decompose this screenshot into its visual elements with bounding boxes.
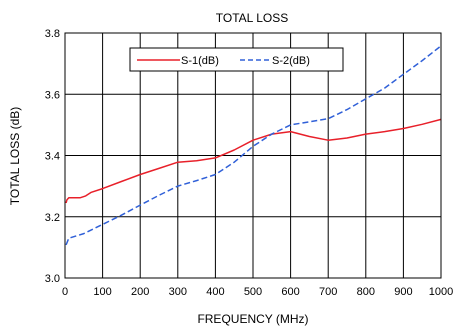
plot-area-frame xyxy=(64,32,442,279)
legend-box xyxy=(129,47,344,72)
x-tick-label: 900 xyxy=(394,286,412,298)
legend-label-s2: S-2(dB) xyxy=(272,55,310,67)
chart-title: TOTAL LOSS xyxy=(216,11,288,25)
y-tick-label: 3.8 xyxy=(45,28,60,40)
series-line-s2 xyxy=(65,45,442,246)
x-tick-label: 700 xyxy=(319,286,337,298)
y-tick-label: 3.6 xyxy=(45,89,60,101)
y-tick-label: 3.0 xyxy=(45,273,60,285)
series-layer xyxy=(65,45,442,246)
x-tick-label: 1000 xyxy=(429,286,453,298)
legend: S-1(dB) S-2(dB) xyxy=(129,47,344,72)
x-axis-label: FREQUENCY (MHz) xyxy=(197,312,308,326)
x-tick-label: 600 xyxy=(281,286,299,298)
x-tick-label: 400 xyxy=(206,286,224,298)
x-tick-label: 500 xyxy=(244,286,262,298)
series-line-s1 xyxy=(65,118,442,204)
y-tick-label: 3.2 xyxy=(45,212,60,224)
y-axis-label: TOTAL LOSS (dB) xyxy=(8,107,22,205)
legend-label-s1: S-1(dB) xyxy=(181,55,219,67)
x-tick-label: 100 xyxy=(93,286,111,298)
y-tick-label: 3.4 xyxy=(45,151,60,163)
tick-labels: 0 100 200 300 400 500 600 700 800 900 1000 3.0 3.2 3.… xyxy=(45,28,454,298)
x-tick-label: 800 xyxy=(357,286,375,298)
x-tick-label: 200 xyxy=(131,286,149,298)
x-tick-label: 0 xyxy=(62,286,68,298)
x-tick-label: 300 xyxy=(169,286,187,298)
